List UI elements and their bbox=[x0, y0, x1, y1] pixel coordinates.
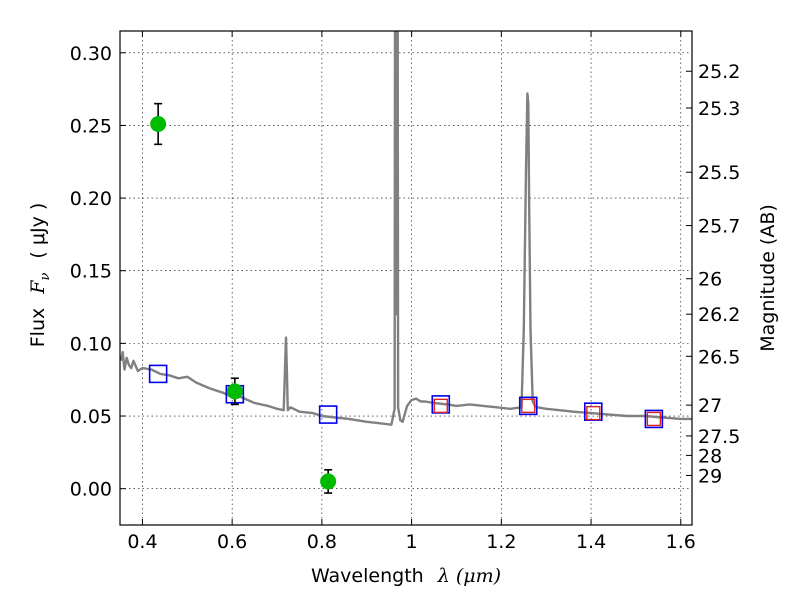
x-tick-label: 1 bbox=[406, 531, 418, 553]
x-axis-label-text: Wavelength bbox=[311, 565, 424, 587]
x-tick-label: 1.4 bbox=[576, 531, 606, 553]
y-axis-label-math: F bbox=[27, 280, 49, 295]
y-tick-label: 0.05 bbox=[70, 406, 112, 428]
x-tick-label: 1.2 bbox=[486, 531, 516, 553]
y2-tick-label: 28 bbox=[698, 445, 722, 467]
y2-tick-label: 27 bbox=[698, 395, 722, 417]
x-axis-label: Wavelength λ (μm) bbox=[311, 565, 501, 587]
red-square-marker bbox=[646, 411, 662, 427]
green-point-marker bbox=[320, 473, 337, 490]
y2-tick-label: 26 bbox=[698, 269, 722, 291]
marker-layer bbox=[148, 102, 664, 494]
y2-tick-label: 25.7 bbox=[698, 216, 740, 238]
red-square-marker bbox=[521, 398, 536, 414]
y-axis-label-text: Flux bbox=[27, 308, 49, 348]
blue-square-marker bbox=[518, 396, 538, 416]
y2-tick-label: 29 bbox=[698, 465, 722, 487]
y2-axis-label: Magnitude (AB) bbox=[757, 204, 779, 352]
blue-square-marker bbox=[644, 409, 664, 429]
red-square-marker bbox=[586, 405, 601, 421]
y-axis-label-sub: ν bbox=[38, 273, 53, 281]
tick-layer: 0.4 0.6 0.8 1 1.2 1.4 1.6 0.00 0.05 0.10 0.15 0.20 0… bbox=[70, 31, 740, 553]
y2-tick-label: 26.5 bbox=[698, 346, 740, 368]
y-tick-label: 0.00 bbox=[70, 479, 112, 501]
x-tick-label: 0.8 bbox=[307, 531, 337, 553]
y-tick-label: 0.30 bbox=[70, 43, 112, 65]
green-point-marker bbox=[226, 383, 243, 400]
spectrum-layer bbox=[120, 31, 692, 426]
x-tick-label: 0.6 bbox=[217, 531, 247, 553]
y-axis-label-unit: ( μJy ) bbox=[27, 203, 49, 259]
x-tick-label: 0.4 bbox=[127, 531, 157, 553]
y2-tick-label: 25.5 bbox=[698, 162, 740, 184]
y2-tick-label: 27.5 bbox=[698, 426, 740, 448]
plot-frame bbox=[119, 30, 693, 526]
y2-tick-label: 26.2 bbox=[698, 304, 740, 326]
y2-tick-label: 25.3 bbox=[698, 98, 740, 120]
blue-square-marker bbox=[318, 405, 338, 424]
y-axis-label: Flux Fν ( μJy ) bbox=[27, 203, 54, 348]
grid bbox=[120, 31, 692, 525]
x-tick-label: 1.6 bbox=[666, 531, 696, 553]
y-tick-label: 0.10 bbox=[70, 333, 112, 355]
y-tick-label: 0.20 bbox=[70, 188, 112, 210]
y2-tick-label: 25.2 bbox=[698, 61, 740, 83]
spectrum-line bbox=[120, 31, 692, 426]
red-square-marker bbox=[433, 398, 448, 414]
y-tick-label: 0.15 bbox=[70, 261, 112, 283]
blue-square-marker bbox=[148, 364, 168, 384]
green-point-marker bbox=[150, 115, 167, 132]
x-axis-label-math: λ (μm) bbox=[437, 565, 501, 587]
y-tick-label: 0.25 bbox=[70, 115, 112, 137]
